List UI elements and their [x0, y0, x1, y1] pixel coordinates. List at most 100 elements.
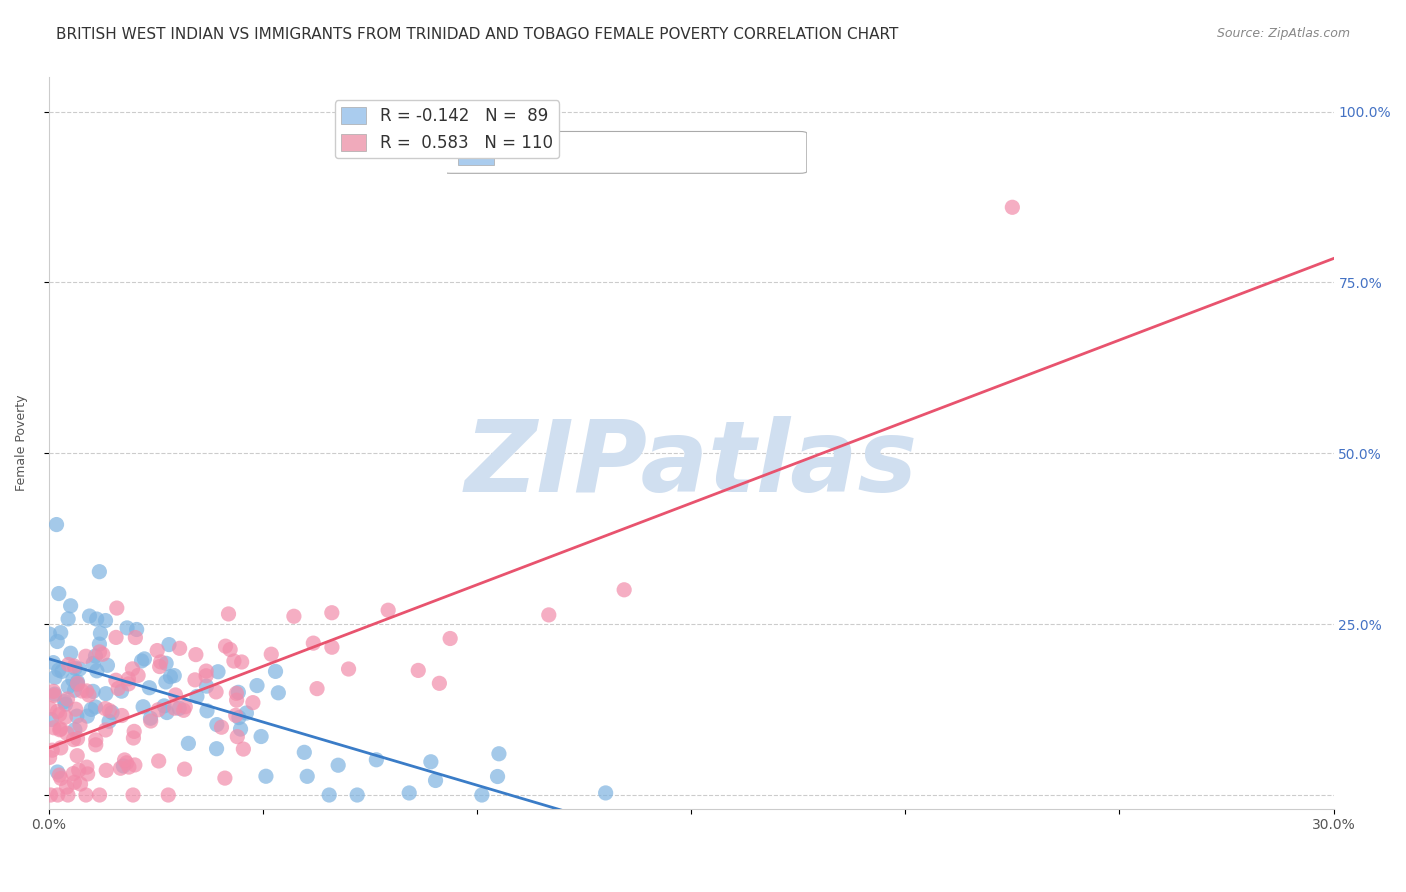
Immigrants from Trinidad and Tobago [157, 788, 180, 802]
British West Indians [69, 662, 91, 676]
British West Indians [48, 586, 70, 600]
Immigrants from Trinidad and Tobago [69, 777, 91, 791]
British West Indians [328, 758, 350, 772]
Immigrants from Trinidad and Tobago [66, 676, 89, 690]
Immigrants from Trinidad and Tobago [75, 788, 97, 802]
Immigrants from Trinidad and Tobago [122, 724, 145, 739]
Immigrants from Trinidad and Tobago [49, 722, 72, 736]
British West Indians [41, 713, 63, 727]
Immigrants from Trinidad and Tobago [1001, 200, 1024, 214]
Immigrants from Trinidad and Tobago [377, 603, 399, 617]
Immigrants from Trinidad and Tobago [184, 673, 207, 687]
Immigrants from Trinidad and Tobago [62, 732, 84, 747]
Immigrants from Trinidad and Tobago [149, 655, 172, 669]
Text: BRITISH WEST INDIAN VS IMMIGRANTS FROM TRINIDAD AND TOBAGO FEMALE POVERTY CORREL: BRITISH WEST INDIAN VS IMMIGRANTS FROM T… [56, 27, 898, 42]
British West Indians [62, 673, 84, 687]
Immigrants from Trinidad and Tobago [65, 702, 87, 716]
Immigrants from Trinidad and Tobago [174, 699, 197, 714]
British West Indians [346, 788, 368, 802]
British West Indians [89, 626, 111, 640]
Immigrants from Trinidad and Tobago [127, 668, 149, 682]
Immigrants from Trinidad and Tobago [225, 686, 247, 700]
Immigrants from Trinidad and Tobago [63, 775, 86, 789]
Text: ZIPatlas: ZIPatlas [464, 417, 918, 514]
British West Indians [45, 517, 67, 532]
British West Indians [486, 770, 509, 784]
Immigrants from Trinidad and Tobago [89, 645, 111, 659]
British West Indians [96, 658, 118, 673]
British West Indians [155, 675, 177, 690]
British West Indians [63, 683, 86, 698]
British West Indians [51, 665, 73, 679]
British West Indians [112, 759, 135, 773]
Immigrants from Trinidad and Tobago [427, 676, 450, 690]
Immigrants from Trinidad and Tobago [41, 743, 63, 757]
Immigrants from Trinidad and Tobago [63, 659, 86, 673]
Immigrants from Trinidad and Tobago [84, 738, 107, 752]
Immigrants from Trinidad and Tobago [122, 731, 145, 745]
Immigrants from Trinidad and Tobago [146, 643, 169, 657]
British West Indians [156, 706, 179, 720]
Immigrants from Trinidad and Tobago [67, 764, 90, 778]
British West Indians [297, 769, 319, 783]
British West Indians [595, 786, 617, 800]
British West Indians [250, 730, 273, 744]
British West Indians [177, 736, 200, 750]
British West Indians [63, 661, 86, 675]
British West Indians [292, 745, 315, 759]
Immigrants from Trinidad and Tobago [56, 692, 79, 706]
Immigrants from Trinidad and Tobago [260, 647, 283, 661]
Immigrants from Trinidad and Tobago [321, 606, 343, 620]
Immigrants from Trinidad and Tobago [302, 636, 325, 650]
Immigrants from Trinidad and Tobago [48, 723, 70, 737]
Immigrants from Trinidad and Tobago [84, 732, 107, 747]
Immigrants from Trinidad and Tobago [337, 662, 360, 676]
British West Indians [254, 769, 277, 783]
British West Indians [138, 681, 160, 695]
Immigrants from Trinidad and Tobago [219, 642, 242, 657]
Immigrants from Trinidad and Tobago [211, 720, 233, 734]
Immigrants from Trinidad and Tobago [48, 707, 70, 722]
British West Indians [42, 656, 65, 670]
Immigrants from Trinidad and Tobago [321, 640, 343, 655]
British West Indians [101, 706, 124, 720]
British West Indians [66, 677, 89, 691]
British West Indians [63, 723, 86, 737]
British West Indians [425, 773, 447, 788]
Immigrants from Trinidad and Tobago [117, 677, 139, 691]
British West Indians [76, 709, 98, 723]
Immigrants from Trinidad and Tobago [169, 641, 191, 656]
Immigrants from Trinidad and Tobago [406, 664, 429, 678]
British West Indians [195, 679, 218, 693]
Immigrants from Trinidad and Tobago [148, 754, 170, 768]
British West Indians [53, 695, 76, 709]
Immigrants from Trinidad and Tobago [107, 681, 129, 696]
Immigrants from Trinidad and Tobago [205, 685, 228, 699]
British West Indians [125, 623, 148, 637]
British West Indians [98, 714, 121, 729]
Immigrants from Trinidad and Tobago [222, 654, 245, 668]
Immigrants from Trinidad and Tobago [214, 771, 236, 785]
Immigrants from Trinidad and Tobago [165, 688, 187, 702]
Immigrants from Trinidad and Tobago [42, 721, 65, 735]
British West Indians [84, 700, 107, 714]
British West Indians [186, 690, 208, 704]
British West Indians [46, 764, 69, 779]
Immigrants from Trinidad and Tobago [173, 703, 195, 717]
Immigrants from Trinidad and Tobago [124, 758, 146, 772]
British West Indians [89, 637, 111, 651]
Immigrants from Trinidad and Tobago [49, 772, 72, 786]
Immigrants from Trinidad and Tobago [195, 669, 218, 683]
British West Indians [205, 717, 228, 731]
British West Indians [49, 625, 72, 640]
Immigrants from Trinidad and Tobago [118, 760, 141, 774]
British West Indians [267, 686, 290, 700]
Immigrants from Trinidad and Tobago [148, 703, 170, 717]
Immigrants from Trinidad and Tobago [105, 631, 128, 645]
Immigrants from Trinidad and Tobago [89, 788, 111, 802]
Immigrants from Trinidad and Tobago [94, 701, 117, 715]
Immigrants from Trinidad and Tobago [114, 753, 136, 767]
British West Indians [163, 668, 186, 682]
British West Indians [419, 755, 441, 769]
Immigrants from Trinidad and Tobago [214, 639, 236, 653]
